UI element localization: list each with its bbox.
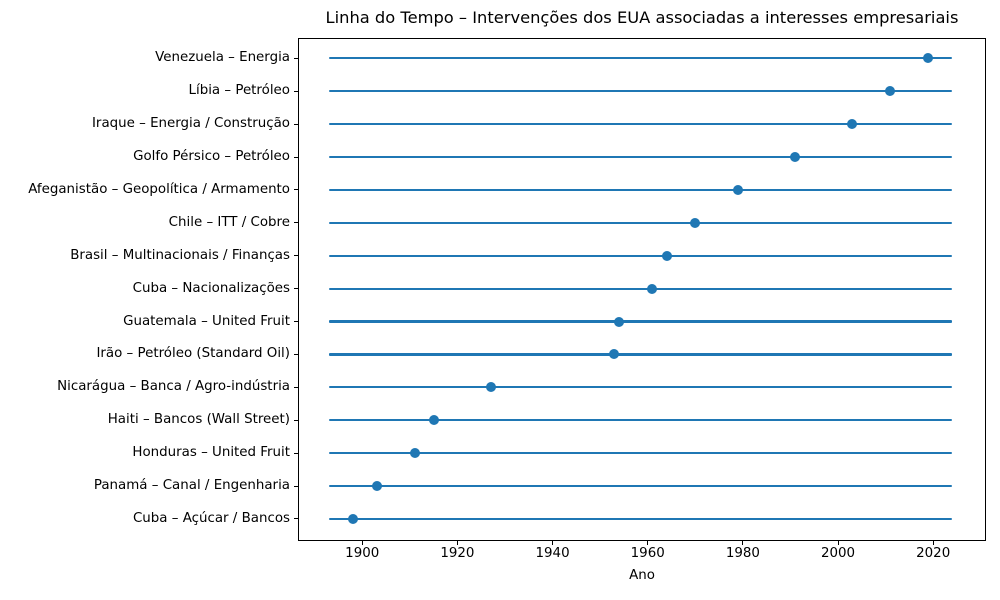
y-axis-label: Cuba – Nacionalizações — [132, 280, 290, 296]
timeline-line — [328, 517, 953, 521]
timeline-line — [328, 57, 953, 60]
timeline-line — [328, 123, 953, 126]
x-tick — [742, 541, 744, 545]
y-axis-label: Chile – ITT / Cobre — [168, 215, 290, 231]
timeline-line — [328, 287, 953, 290]
y-tick — [294, 288, 298, 290]
x-tick-label: 1980 — [725, 546, 760, 561]
y-axis-label: Haiti – Bancos (Wall Street) — [107, 412, 290, 428]
y-axis-label: Irão – Petróleo (Standard Oil) — [96, 346, 290, 362]
y-tick — [294, 485, 298, 487]
x-tick-label: 1960 — [630, 546, 665, 561]
y-axis-label: Líbia – Petróleo — [188, 83, 290, 99]
chart-title: Linha do Tempo – Intervenções dos EUA as… — [325, 8, 959, 27]
timeline-line — [328, 419, 953, 422]
x-tick — [647, 541, 649, 545]
y-tick — [294, 222, 298, 224]
y-tick — [294, 156, 298, 158]
event-marker — [847, 119, 858, 130]
event-marker — [690, 217, 701, 228]
x-tick — [456, 541, 458, 545]
timeline-line — [328, 320, 953, 323]
timeline-line — [328, 353, 953, 356]
event-marker — [485, 382, 496, 393]
y-axis-label: Cuba – Açúcar / Bancos — [132, 511, 290, 527]
timeline-line — [328, 254, 953, 257]
event-marker — [790, 152, 801, 163]
event-marker — [614, 316, 625, 327]
y-axis-label: Nicarágua – Banca / Agro-indústria — [57, 379, 290, 395]
y-tick — [294, 353, 298, 355]
y-tick — [294, 518, 298, 520]
timeline-line — [328, 188, 953, 191]
y-tick — [294, 123, 298, 125]
y-axis-label: Afeganistão – Geopolítica / Armamento — [28, 182, 290, 198]
x-tick — [932, 541, 934, 545]
timeline-line — [328, 452, 953, 455]
event-marker — [885, 86, 896, 97]
y-axis-label: Honduras – United Fruit — [132, 445, 290, 461]
y-axis-label: Venezuela – Energia — [155, 50, 290, 66]
event-marker — [347, 513, 358, 524]
y-axis-label: Guatemala – United Fruit — [123, 313, 290, 329]
timeline-line — [328, 90, 953, 93]
y-axis-label: Iraque – Energia / Construção — [91, 116, 290, 132]
y-tick — [294, 255, 298, 257]
x-tick-label: 2020 — [916, 546, 951, 561]
event-marker — [609, 349, 620, 360]
x-tick-label: 1920 — [440, 546, 475, 561]
y-tick — [294, 90, 298, 92]
timeline-line — [328, 386, 953, 389]
event-marker — [661, 250, 672, 261]
x-tick-label: 2000 — [820, 546, 856, 561]
event-marker — [428, 415, 439, 426]
y-tick — [294, 452, 298, 454]
x-tick — [552, 541, 554, 545]
event-marker — [733, 184, 744, 195]
event-marker — [923, 53, 934, 64]
x-tick-label: 1900 — [345, 546, 380, 561]
y-tick — [294, 321, 298, 323]
x-tick — [361, 541, 363, 545]
y-axis-label: Panamá – Canal / Engenharia — [93, 478, 290, 494]
event-marker — [647, 283, 658, 294]
y-axis-label: Brasil – Multinacionais / Finanças — [70, 247, 290, 263]
event-marker — [371, 481, 382, 492]
y-tick — [294, 419, 298, 421]
event-marker — [409, 448, 420, 459]
x-axis-label: Ano — [629, 568, 655, 583]
y-tick — [294, 57, 298, 59]
y-tick — [294, 189, 298, 191]
x-tick-label: 1940 — [535, 546, 570, 561]
timeline-line — [328, 155, 953, 159]
y-axis-label: Golfo Pérsico – Petróleo — [133, 149, 290, 165]
x-tick — [837, 541, 839, 545]
timeline-line — [328, 221, 953, 224]
y-tick — [294, 386, 298, 388]
timeline-line — [328, 484, 953, 488]
